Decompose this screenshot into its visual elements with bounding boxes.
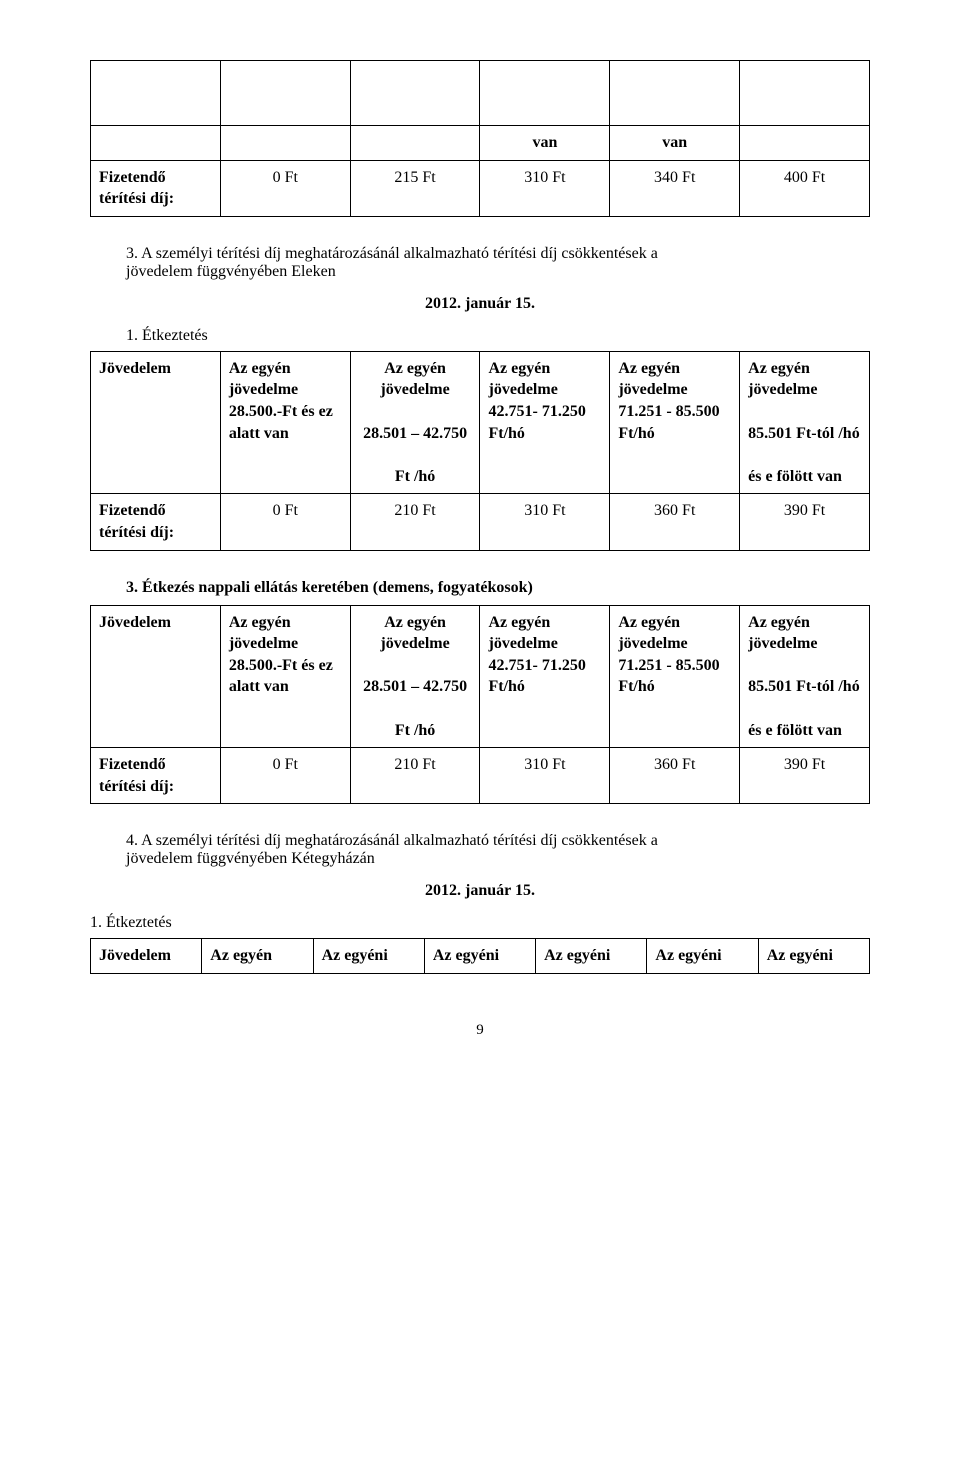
fee-cell: 390 Ft	[740, 748, 870, 804]
section-text: A személyi térítési díj meghatározásánál…	[126, 832, 658, 867]
top-empty-row	[91, 61, 870, 126]
hdr-cell: Az egyéni	[313, 939, 424, 974]
fee-cell: 210 Ft	[350, 748, 480, 804]
table-fee-row: Fizetendő térítési díj: 0 Ft 210 Ft 310 …	[91, 494, 870, 550]
fee-cell: 0 Ft	[220, 748, 350, 804]
hdr-cell: Az egyén jövedelme 71.251 - 85.500 Ft/hó	[610, 351, 740, 494]
fee-cell: 210 Ft	[350, 494, 480, 550]
hdr-cell: Az egyén jövedelme 85.501 Ft-tól /hó és …	[740, 605, 870, 748]
fee-cell: 360 Ft	[610, 494, 740, 550]
section3-nappali: 3. Étkezés nappali ellátás keretében (de…	[90, 579, 870, 597]
section4-date: 2012. január 15.	[90, 882, 870, 900]
fee-cell: 215 Ft	[350, 160, 480, 216]
hdr-cell: Az egyén jövedelme 71.251 - 85.500 Ft/hó	[610, 605, 740, 748]
table-header-row: Jövedelem Az egyén jövedelme 28.500.-Ft …	[91, 605, 870, 748]
top-fee-row: Fizetendő térítési díj: 0 Ft 215 Ft 310 …	[91, 160, 870, 216]
fee-label-cell: Fizetendő térítési díj:	[91, 160, 221, 216]
section3-date: 2012. január 15.	[90, 295, 870, 313]
section4-intro: 4. A személyi térítési díj meghatározásá…	[90, 832, 870, 868]
page-number: 9	[90, 1022, 870, 1039]
hdr-cell: Jövedelem	[91, 939, 202, 974]
fee-cell: 310 Ft	[480, 494, 610, 550]
section3-intro: 3. A személyi térítési díj meghatározásá…	[90, 245, 870, 281]
fee-cell: 310 Ft	[480, 160, 610, 216]
top-fragment-table: van van Fizetendő térítési díj: 0 Ft 215…	[90, 60, 870, 217]
table-header-row: Jövedelem Az egyén Az egyéni Az egyéni A…	[91, 939, 870, 974]
hdr-cell: Az egyén jövedelme 85.501 Ft-tól /hó és …	[740, 351, 870, 494]
fee-cell: 310 Ft	[480, 748, 610, 804]
cell: van	[610, 126, 740, 161]
cell	[220, 126, 350, 161]
hdr-cell: Az egyén jövedelme 28.501 – 42.750 Ft /h…	[350, 351, 480, 494]
section-number: 4.	[126, 832, 138, 849]
hdr-cell: Az egyén jövedelme 28.500.-Ft és ez alat…	[220, 351, 350, 494]
cell	[740, 126, 870, 161]
table-header-row: Jövedelem Az egyén jövedelme 28.500.-Ft …	[91, 351, 870, 494]
hdr-cell: Az egyén jövedelme 42.751- 71.250 Ft/hó	[480, 605, 610, 748]
table-fee-row: Fizetendő térítési díj: 0 Ft 210 Ft 310 …	[91, 748, 870, 804]
hdr-cell: Az egyén jövedelme 28.500.-Ft és ez alat…	[220, 605, 350, 748]
cell	[91, 126, 221, 161]
fee-label-cell: Fizetendő térítési díj:	[91, 748, 221, 804]
hdr-cell: Jövedelem	[91, 351, 221, 494]
nappali-table: Jövedelem Az egyén jövedelme 28.500.-Ft …	[90, 605, 870, 805]
page-container: van van Fizetendő térítési díj: 0 Ft 215…	[0, 0, 960, 1079]
hdr-cell: Az egyéni	[647, 939, 758, 974]
hdr-cell: Az egyéni	[758, 939, 869, 974]
section-text: A személyi térítési díj meghatározásánál…	[126, 245, 658, 280]
fee-cell: 400 Ft	[740, 160, 870, 216]
cell	[350, 126, 480, 161]
fee-label-cell: Fizetendő térítési díj:	[91, 494, 221, 550]
top-van-row: van van	[91, 126, 870, 161]
fee-cell: 390 Ft	[740, 494, 870, 550]
hdr-cell: Az egyéni	[536, 939, 647, 974]
hdr-cell: Az egyén	[202, 939, 313, 974]
fee-cell: 340 Ft	[610, 160, 740, 216]
etkeztetes-label-2: 1. Étkeztetés	[90, 914, 870, 932]
section-text: Étkezés nappali ellátás keretében (demen…	[142, 579, 533, 596]
fee-cell: 0 Ft	[220, 160, 350, 216]
hdr-cell: Az egyén jövedelme 42.751- 71.250 Ft/hó	[480, 351, 610, 494]
cell: van	[480, 126, 610, 161]
section-number: 3.	[126, 245, 138, 262]
hdr-cell: Jövedelem	[91, 605, 221, 748]
fee-cell: 0 Ft	[220, 494, 350, 550]
hdr-cell: Az egyéni	[424, 939, 535, 974]
etkeztetes-table: Jövedelem Az egyén jövedelme 28.500.-Ft …	[90, 351, 870, 551]
bottom-fragment-table: Jövedelem Az egyén Az egyéni Az egyéni A…	[90, 938, 870, 974]
etkeztetes-label: 1. Étkeztetés	[90, 327, 870, 345]
hdr-cell: Az egyén jövedelme 28.501 – 42.750 Ft /h…	[350, 605, 480, 748]
section-number: 3.	[126, 579, 138, 596]
fee-cell: 360 Ft	[610, 748, 740, 804]
